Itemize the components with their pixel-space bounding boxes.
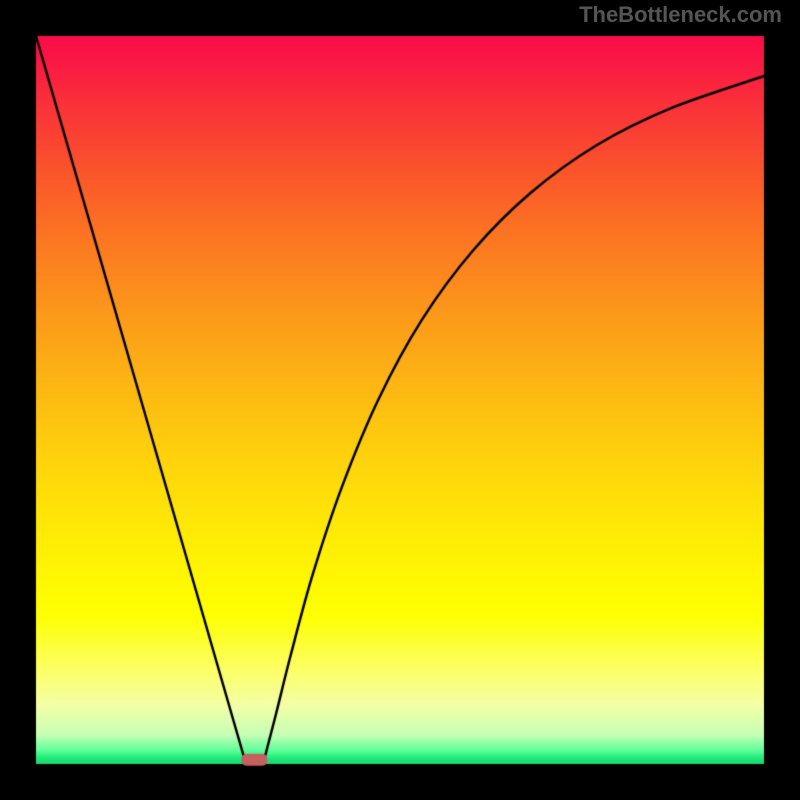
gradient-curve-plot (0, 0, 800, 800)
figure-container: TheBottleneck.com (0, 0, 800, 800)
watermark-text: TheBottleneck.com (579, 2, 782, 28)
